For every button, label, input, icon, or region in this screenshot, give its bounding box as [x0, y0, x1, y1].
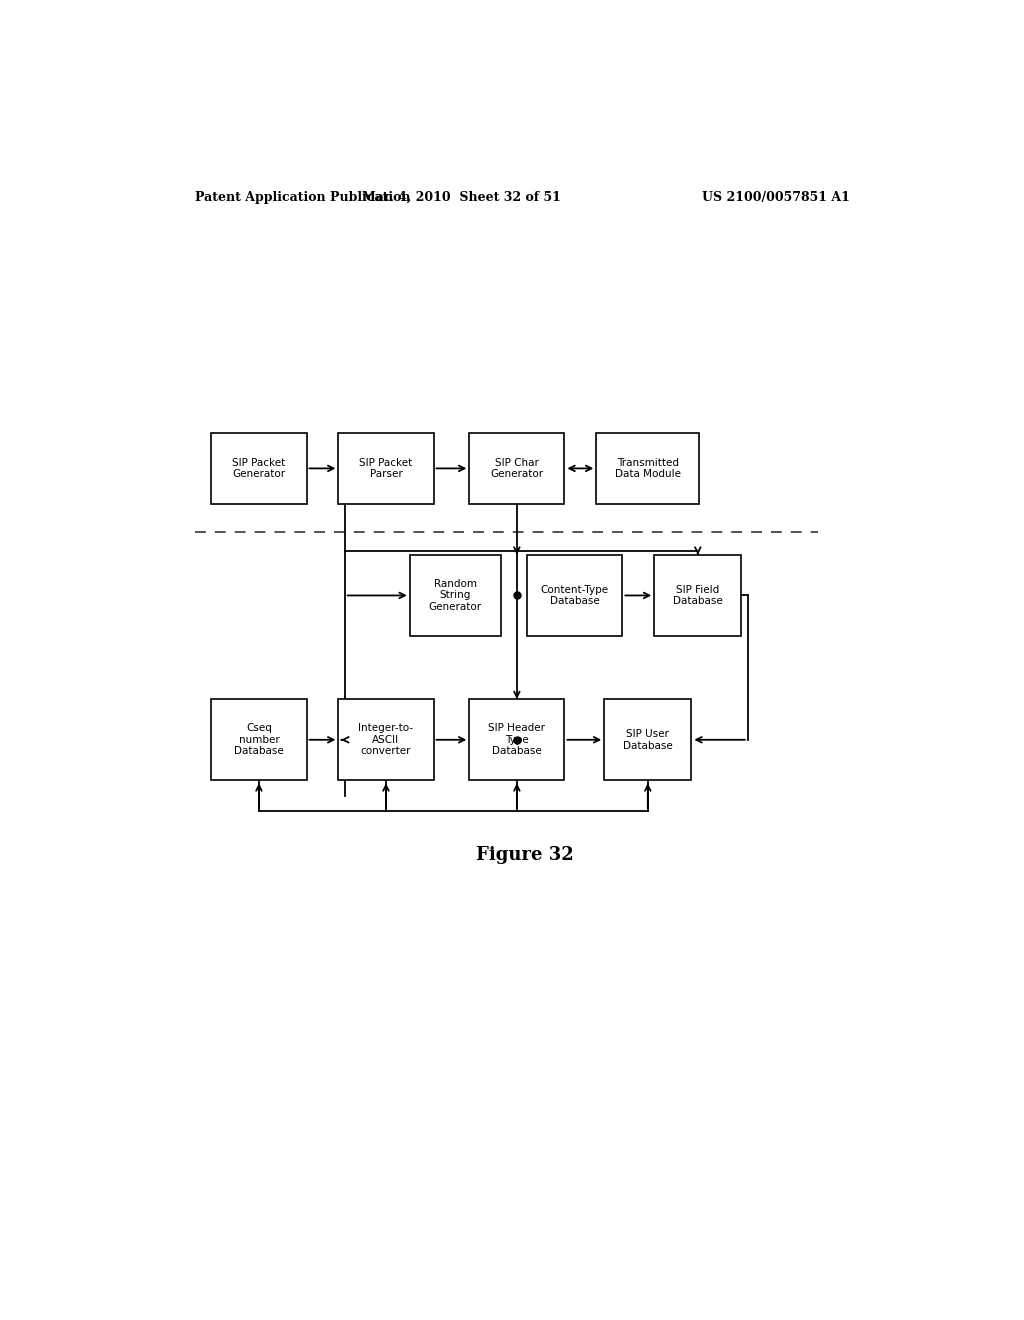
- Text: SIP Packet
Generator: SIP Packet Generator: [232, 458, 286, 479]
- Bar: [410, 554, 501, 636]
- Bar: [596, 433, 699, 504]
- Bar: [527, 554, 623, 636]
- Bar: [338, 433, 433, 504]
- Text: Patent Application Publication: Patent Application Publication: [196, 190, 411, 203]
- Text: SIP Packet
Parser: SIP Packet Parser: [359, 458, 413, 479]
- Text: Figure 32: Figure 32: [476, 846, 573, 863]
- Bar: [211, 433, 306, 504]
- Text: Random
String
Generator: Random String Generator: [429, 579, 482, 612]
- Text: Transmitted
Data Module: Transmitted Data Module: [614, 458, 681, 479]
- Text: US 2100/0057851 A1: US 2100/0057851 A1: [702, 190, 850, 203]
- Text: SIP Char
Generator: SIP Char Generator: [490, 458, 544, 479]
- Bar: [211, 700, 306, 780]
- Text: Cseq
number
Database: Cseq number Database: [234, 723, 284, 756]
- Text: SIP Field
Database: SIP Field Database: [673, 585, 723, 606]
- Text: SIP User
Database: SIP User Database: [623, 729, 673, 751]
- Text: Mar. 4, 2010  Sheet 32 of 51: Mar. 4, 2010 Sheet 32 of 51: [361, 190, 561, 203]
- Text: Integer-to-
ASCII
converter: Integer-to- ASCII converter: [358, 723, 414, 756]
- Text: SIP Header
Type
Database: SIP Header Type Database: [488, 723, 546, 756]
- Text: Content-Type
Database: Content-Type Database: [541, 585, 609, 606]
- Bar: [338, 700, 433, 780]
- Bar: [469, 700, 564, 780]
- Bar: [654, 554, 741, 636]
- Bar: [604, 700, 691, 780]
- Bar: [469, 433, 564, 504]
